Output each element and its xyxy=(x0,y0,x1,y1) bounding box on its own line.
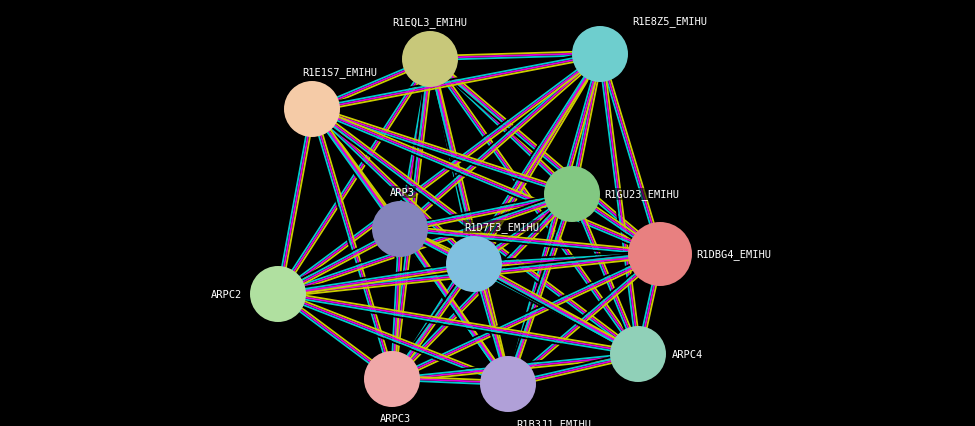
Ellipse shape xyxy=(446,236,502,292)
Text: ARPC2: ARPC2 xyxy=(211,289,242,299)
Ellipse shape xyxy=(372,201,428,257)
Text: ARPC4: ARPC4 xyxy=(672,349,703,359)
Ellipse shape xyxy=(284,82,340,138)
Text: R1EQL3_EMIHU: R1EQL3_EMIHU xyxy=(393,17,467,28)
Ellipse shape xyxy=(628,222,692,286)
Text: ARPC3: ARPC3 xyxy=(380,413,411,423)
Ellipse shape xyxy=(544,167,600,222)
Ellipse shape xyxy=(480,356,536,412)
Text: R1D7F3_EMIHU: R1D7F3_EMIHU xyxy=(464,222,539,233)
Text: R1B3J1_EMIHU: R1B3J1_EMIHU xyxy=(516,418,591,426)
Text: R1E8Z5_EMIHU: R1E8Z5_EMIHU xyxy=(632,16,707,27)
Ellipse shape xyxy=(610,326,666,382)
Text: R1DBG4_EMIHU: R1DBG4_EMIHU xyxy=(696,249,771,260)
Ellipse shape xyxy=(402,32,458,88)
Text: R1GU23_EMIHU: R1GU23_EMIHU xyxy=(604,189,679,200)
Text: R1E1S7_EMIHU: R1E1S7_EMIHU xyxy=(302,67,377,78)
Ellipse shape xyxy=(364,351,420,407)
Ellipse shape xyxy=(250,266,306,322)
Text: ARP3: ARP3 xyxy=(390,187,415,198)
Ellipse shape xyxy=(572,27,628,83)
